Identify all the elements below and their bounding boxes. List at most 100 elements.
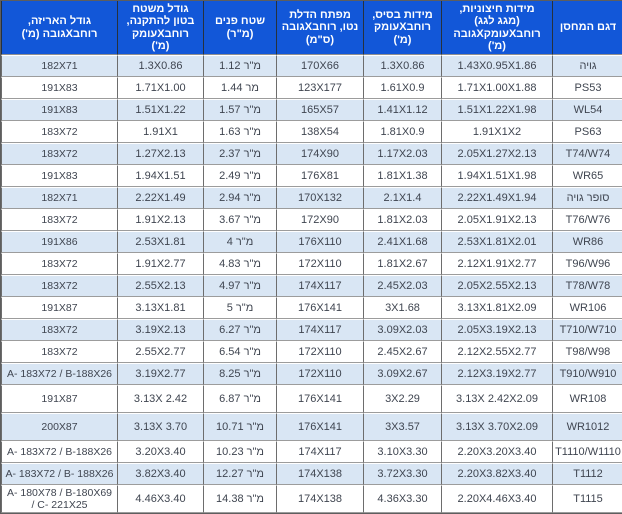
concrete-pad-cell: 1.94X1.51	[117, 165, 203, 187]
table-body: גויה 1.43X0.95X1.86 1.3X0.86 170X66 1.12 מ"ר…	[1, 55, 622, 513]
package-size-cell: A- 183X72 / B- 188X26	[1, 463, 117, 485]
model-cell: T1112	[552, 463, 622, 485]
external-dimensions-cell: 1.91X1X2	[441, 121, 552, 143]
base-dimensions-cell: 4.36X3.30	[363, 485, 441, 513]
door-opening-cell: 176X141	[276, 385, 363, 413]
base-dimensions-cell: 3.10X3.30	[363, 441, 441, 463]
table-row: WR1012 3.13X 3.70X2.09 3X3.57 176X141 10.71 …	[1, 413, 622, 441]
concrete-pad-cell: 3.82X3.40	[117, 463, 203, 485]
interior-area-cell: 1.44 מר	[203, 77, 276, 99]
base-dimensions-cell: 1.81X2.03	[363, 209, 441, 231]
table-row: T1112 2.20X3.82X3.40 3.72X3.30 174X138 12.27…	[1, 463, 622, 485]
model-cell: WL54	[552, 99, 622, 121]
package-size-cell: 183X72	[1, 253, 117, 275]
interior-area-cell: 12.27 מ"ר	[203, 463, 276, 485]
model-cell: WR106	[552, 297, 622, 319]
table-row: T910/W910 2.12X3.19X2.77 3.09X2.67 172X110 8…	[1, 363, 622, 385]
base-dimensions-cell: 3.09X2.67	[363, 363, 441, 385]
base-dimensions-cell: 3X3.57	[363, 413, 441, 441]
table-row: WR65 1.94X1.51X1.98 1.81X1.38 176X81 2.49 מ"…	[1, 165, 622, 187]
base-dimensions-cell: 3X1.68	[363, 297, 441, 319]
door-opening-cell: 170X66	[276, 55, 363, 77]
door-opening-cell: 176X141	[276, 297, 363, 319]
external-dimensions-cell: 1.94X1.51X1.98	[441, 165, 552, 187]
table-row: WR86 2.53X1.81X2.01 2.41X1.68 176X110 4 מ"ר 2…	[1, 231, 622, 253]
model-cell: WR86	[552, 231, 622, 253]
package-size-cell: 191X83	[1, 99, 117, 121]
model-cell: T78/W78	[552, 275, 622, 297]
interior-area-cell: 2.94 מ"ר	[203, 187, 276, 209]
column-header-interior-area: שטח פנים (מ"ר)	[203, 1, 276, 55]
table-row: T710/W710 2.05X3.19X2.13 3.09X2.03 174X117 6…	[1, 319, 622, 341]
model-cell: T710/W710	[552, 319, 622, 341]
base-dimensions-cell: 2.41X1.68	[363, 231, 441, 253]
external-dimensions-cell: 3.13X 3.70X2.09	[441, 413, 552, 441]
concrete-pad-cell: 1.91X2.77	[117, 253, 203, 275]
package-size-cell: A- 183X72 / B-188X26	[1, 363, 117, 385]
model-cell: PS63	[552, 121, 622, 143]
package-size-cell: 183X72	[1, 319, 117, 341]
model-cell: סופר גויה	[552, 187, 622, 209]
interior-area-cell: 6.27 מ"ר	[203, 319, 276, 341]
package-size-cell: 183X72	[1, 121, 117, 143]
table-row: T1110/W1110 2.20X3.20X3.40 3.10X3.30 174X11…	[1, 441, 622, 463]
interior-area-cell: 4.97 מ"ר	[203, 275, 276, 297]
column-header-door-opening: מפתח הדלת נטו, רוחבXגובה (ס"מ)	[276, 1, 363, 55]
package-size-cell: 191X87	[1, 297, 117, 319]
concrete-pad-cell: 1.27X2.13	[117, 143, 203, 165]
base-dimensions-cell: 1.17X2.03	[363, 143, 441, 165]
door-opening-cell: 123X177	[276, 77, 363, 99]
external-dimensions-cell: 2.05X1.91X2.13	[441, 209, 552, 231]
base-dimensions-cell: 1.41X1.12	[363, 99, 441, 121]
package-size-cell: 200X87	[1, 413, 117, 441]
model-cell: T74/W74	[552, 143, 622, 165]
door-opening-cell: 174X90	[276, 143, 363, 165]
interior-area-cell: 5 מ"ר	[203, 297, 276, 319]
interior-area-cell: 2.37 מ"ר	[203, 143, 276, 165]
interior-area-cell: 3.67 מ"ר	[203, 209, 276, 231]
external-dimensions-cell: 3.13X1.81X2.09	[441, 297, 552, 319]
table-row: PS53 1.71X1.00X1.88 1.61X0.9 123X177 1.44 מר…	[1, 77, 622, 99]
interior-area-cell: 4.83 מ"ר	[203, 253, 276, 275]
external-dimensions-cell: 1.51X1.22X1.98	[441, 99, 552, 121]
door-opening-cell: 174X117	[276, 319, 363, 341]
table-row: T78/W78 2.05X2.55X2.13 2.45X2.03 174X117 4.9…	[1, 275, 622, 297]
interior-area-cell: 4 מ"ר	[203, 231, 276, 253]
interior-area-cell: 1.63 מ"ר	[203, 121, 276, 143]
external-dimensions-cell: 2.12X2.55X2.77	[441, 341, 552, 363]
door-opening-cell: 138X54	[276, 121, 363, 143]
interior-area-cell: 14.38 מ"ר	[203, 485, 276, 513]
base-dimensions-cell: 2.45X2.03	[363, 275, 441, 297]
concrete-pad-cell: 1.91X2.13	[117, 209, 203, 231]
external-dimensions-cell: 2.12X1.91X2.77	[441, 253, 552, 275]
concrete-pad-cell: 1.3X0.86	[117, 55, 203, 77]
door-opening-cell: 172X110	[276, 363, 363, 385]
package-size-cell: 191X87	[1, 385, 117, 413]
base-dimensions-cell: 1.81X1.38	[363, 165, 441, 187]
package-size-cell: 191X83	[1, 165, 117, 187]
external-dimensions-cell: 2.53X1.81X2.01	[441, 231, 552, 253]
interior-area-cell: 10.71 מ"ר	[203, 413, 276, 441]
model-cell: גויה	[552, 55, 622, 77]
concrete-pad-cell: 2.55X2.77	[117, 341, 203, 363]
concrete-pad-cell: 1.71X1.00	[117, 77, 203, 99]
base-dimensions-cell: 1.3X0.86	[363, 55, 441, 77]
external-dimensions-cell: 1.43X0.95X1.86	[441, 55, 552, 77]
base-dimensions-cell: 2.1X1.4	[363, 187, 441, 209]
base-dimensions-cell: 1.61X0.9	[363, 77, 441, 99]
concrete-pad-cell: 2.22X1.49	[117, 187, 203, 209]
interior-area-cell: 6.54 מ"ר	[203, 341, 276, 363]
base-dimensions-cell: 3X2.29	[363, 385, 441, 413]
external-dimensions-cell: 2.12X3.19X2.77	[441, 363, 552, 385]
door-opening-cell: 174X138	[276, 485, 363, 513]
door-opening-cell: 172X110	[276, 341, 363, 363]
table-row: גויה 1.43X0.95X1.86 1.3X0.86 170X66 1.12 מ"ר…	[1, 55, 622, 77]
external-dimensions-cell: 2.20X3.82X3.40	[441, 463, 552, 485]
model-cell: WR1012	[552, 413, 622, 441]
concrete-pad-cell: 2.53X1.81	[117, 231, 203, 253]
external-dimensions-cell: 2.20X3.20X3.40	[441, 441, 552, 463]
base-dimensions-cell: 1.81X2.67	[363, 253, 441, 275]
package-size-cell: 183X72	[1, 209, 117, 231]
door-opening-cell: 176X81	[276, 165, 363, 187]
